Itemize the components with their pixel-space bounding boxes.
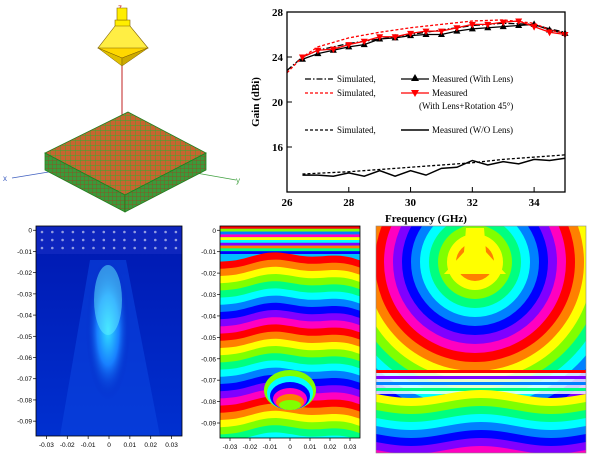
gain-marker-4 <box>515 18 523 25</box>
legend-row-2-left: Simulated, <box>337 88 376 98</box>
gain-series-line-2 <box>302 23 566 60</box>
gain-x-tick-label: 26 <box>282 197 294 209</box>
y-axis-label: y <box>236 176 240 185</box>
field-y-tick-label: -0.06 <box>17 355 32 362</box>
gain-marker-4 <box>376 34 384 41</box>
gain-marker-4 <box>530 24 538 31</box>
field-magnitude-plot: -0.03 -0.02 -0.01 0 0.01 0.02 0.030-0.01-0.02-… <box>17 225 183 449</box>
gain-marker-4 <box>422 28 430 36</box>
field-y-tick-label: -0.09 <box>201 421 216 428</box>
field-1-frame <box>35 225 183 437</box>
lens-block <box>44 111 207 213</box>
gain-marker-4 <box>329 46 337 54</box>
gain-x-tick-label: 28 <box>343 197 355 209</box>
legend-row-2-right: Measured <box>432 88 468 98</box>
gain-marker-4 <box>345 42 353 49</box>
field-y-tick-label: -0.04 <box>17 313 32 320</box>
field-y-tick-label: -0.03 <box>201 292 216 299</box>
gain-plot-frame <box>286 11 566 193</box>
gain-x-tick-label: 32 <box>467 197 479 209</box>
field-y-tick-label: -0.08 <box>201 399 216 406</box>
field-y-tick-label: -0.05 <box>17 334 32 341</box>
gain-legend: Simulated, Measured (With Lens) Simulate… <box>305 74 513 135</box>
legend-row-1-left: Simulated, <box>337 74 376 84</box>
legend-row-4-right: Measured (W/O Lens) <box>432 125 513 135</box>
gain-series-line-5 <box>302 154 566 175</box>
field-y-tick-label: -0.06 <box>201 356 216 363</box>
gain-marker-4 <box>298 54 306 61</box>
field-phase-3d-plot <box>375 225 587 454</box>
field-y-tick-label: -0.03 <box>17 291 32 298</box>
field-x-tick-label: 0.02 <box>324 444 337 451</box>
z-axis-label: z <box>118 3 122 12</box>
field-x-tick-label: 0.01 <box>304 444 317 451</box>
gain-marker-4 <box>360 38 368 46</box>
feed-horn-shape <box>444 228 506 274</box>
gain-marker-4 <box>407 30 415 38</box>
legend-row-3-right: (With Lens+Rotation 45°) <box>419 101 513 111</box>
field-y-tick-label: -0.05 <box>201 335 216 342</box>
field-2-frame <box>219 225 361 439</box>
field-y-tick-label: -0.09 <box>17 419 32 426</box>
field-y-tick-label: -0.01 <box>201 249 216 256</box>
field-x-tick-label: 0 <box>288 444 292 451</box>
gain-marker-4 <box>484 21 492 29</box>
horn-feed <box>97 7 149 67</box>
gain-marker-4 <box>453 25 461 32</box>
field-x-tick-label: 0 <box>107 442 111 449</box>
gain-y-tick-label: 28 <box>272 7 284 19</box>
gain-marker-4 <box>546 29 554 37</box>
gain-chart: 26 28 30 32 34 16 20 24 28 Gain (dBi) Frequency … <box>250 7 569 225</box>
gain-marker-4 <box>437 28 445 36</box>
gain-marker-4 <box>499 19 507 27</box>
field-phase-plot: -0.03 -0.02 -0.01 0 0.01 0.02 0.030-0.01-0.02-… <box>201 225 361 451</box>
field-y-tick-label: -0.04 <box>201 313 216 320</box>
legend-row-4-left: Simulated, <box>337 125 376 135</box>
field-x-tick-label: -0.03 <box>223 444 238 451</box>
field-y-tick-label: 0 <box>212 228 216 235</box>
field-y-tick-label: 0 <box>28 228 32 235</box>
legend-row-1-right: Measured (With Lens) <box>432 74 513 84</box>
field-x-tick-label: -0.02 <box>243 444 258 451</box>
field-x-tick-label: 0.01 <box>124 442 137 449</box>
field-x-tick-label: -0.02 <box>60 442 75 449</box>
gain-y-tick-label: 16 <box>272 142 284 154</box>
field-x-tick-label: 0.03 <box>165 442 178 449</box>
field-x-tick-label: -0.03 <box>39 442 54 449</box>
gain-x-tick-label: 30 <box>405 197 417 209</box>
gain-marker-4 <box>314 47 322 55</box>
field-y-tick-label: -0.02 <box>17 270 32 277</box>
field-y-tick-label: -0.08 <box>17 397 32 404</box>
gain-y-tick-label: 24 <box>272 52 284 64</box>
gain-y-axis-label: Gain (dBi) <box>250 77 262 127</box>
field-x-tick-label: 0.02 <box>144 442 157 449</box>
gain-series-line-3 <box>286 19 566 74</box>
gain-series-line-6 <box>302 157 566 178</box>
field-y-tick-label: -0.07 <box>17 376 32 383</box>
field-y-tick-label: -0.01 <box>17 249 32 256</box>
field-y-tick-label: -0.07 <box>201 378 216 385</box>
gain-marker-4 <box>468 21 476 29</box>
field-x-tick-label: -0.01 <box>81 442 96 449</box>
gain-x-tick-label: 34 <box>529 197 541 209</box>
x-axis-label: x <box>3 174 7 183</box>
antenna-model-view: z x y <box>3 3 240 213</box>
gain-y-tick-label: 20 <box>272 97 284 109</box>
gain-series-line-4 <box>302 20 566 58</box>
gain-x-axis-label: Frequency (GHz) <box>385 213 467 225</box>
gain-marker-4 <box>391 34 399 41</box>
field-x-tick-label: -0.01 <box>263 444 278 451</box>
field-x-tick-label: 0.03 <box>344 444 357 451</box>
field-y-tick-label: -0.02 <box>201 271 216 278</box>
